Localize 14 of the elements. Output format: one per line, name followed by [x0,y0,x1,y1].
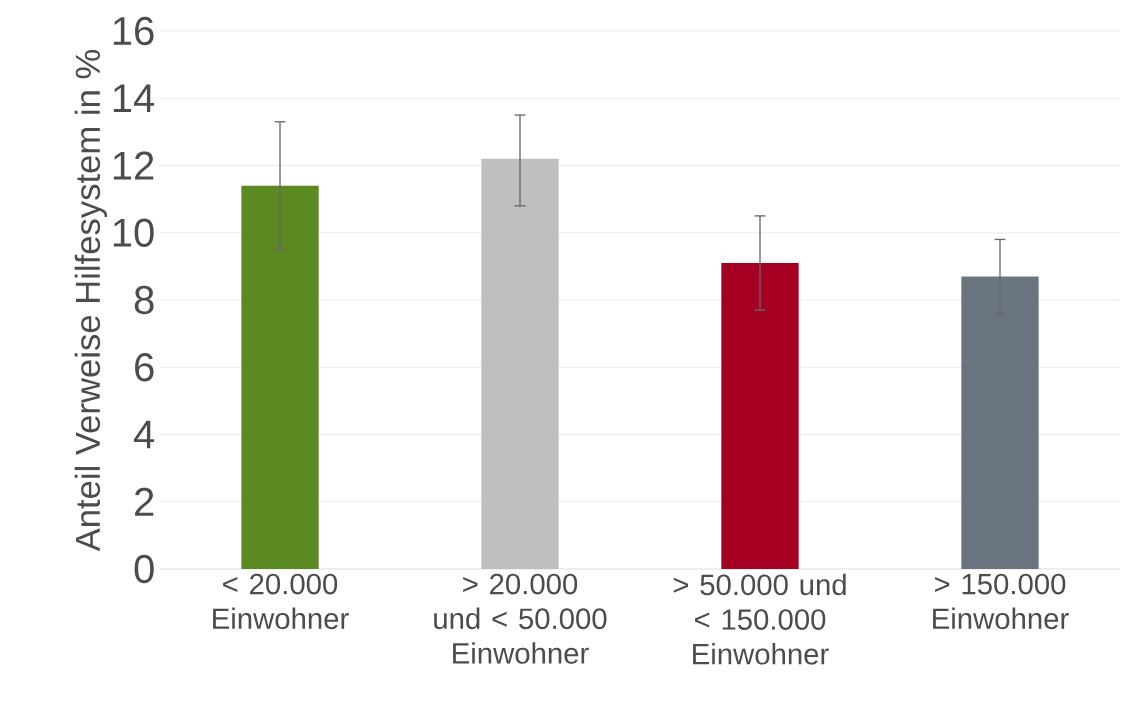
y-tick-label: 2 [135,487,154,516]
y-tick-label: 6 [135,353,154,382]
y-tick-label: 10 [113,218,154,247]
y-tick-label: 4 [133,420,155,449]
y-axis-title: Anteil Verweise Hilfesystem in % [74,49,107,552]
x-tick-label: < 20.000 Einwohner [213,573,349,630]
y-tick-label: 0 [134,554,154,584]
y-tick-label: 12 [113,151,154,180]
y-tick-label: 8 [134,285,154,315]
y-tick-label: 16 [113,16,154,46]
x-tick-label: > 20.000 und < 50.000 Einwohner [434,573,607,664]
x-tick-label: > 50.000 und < 150.000 Einwohner [673,573,846,665]
y-tick-label: 14 [113,84,155,112]
x-tick-label: > 150.000 Einwohner [933,573,1069,630]
